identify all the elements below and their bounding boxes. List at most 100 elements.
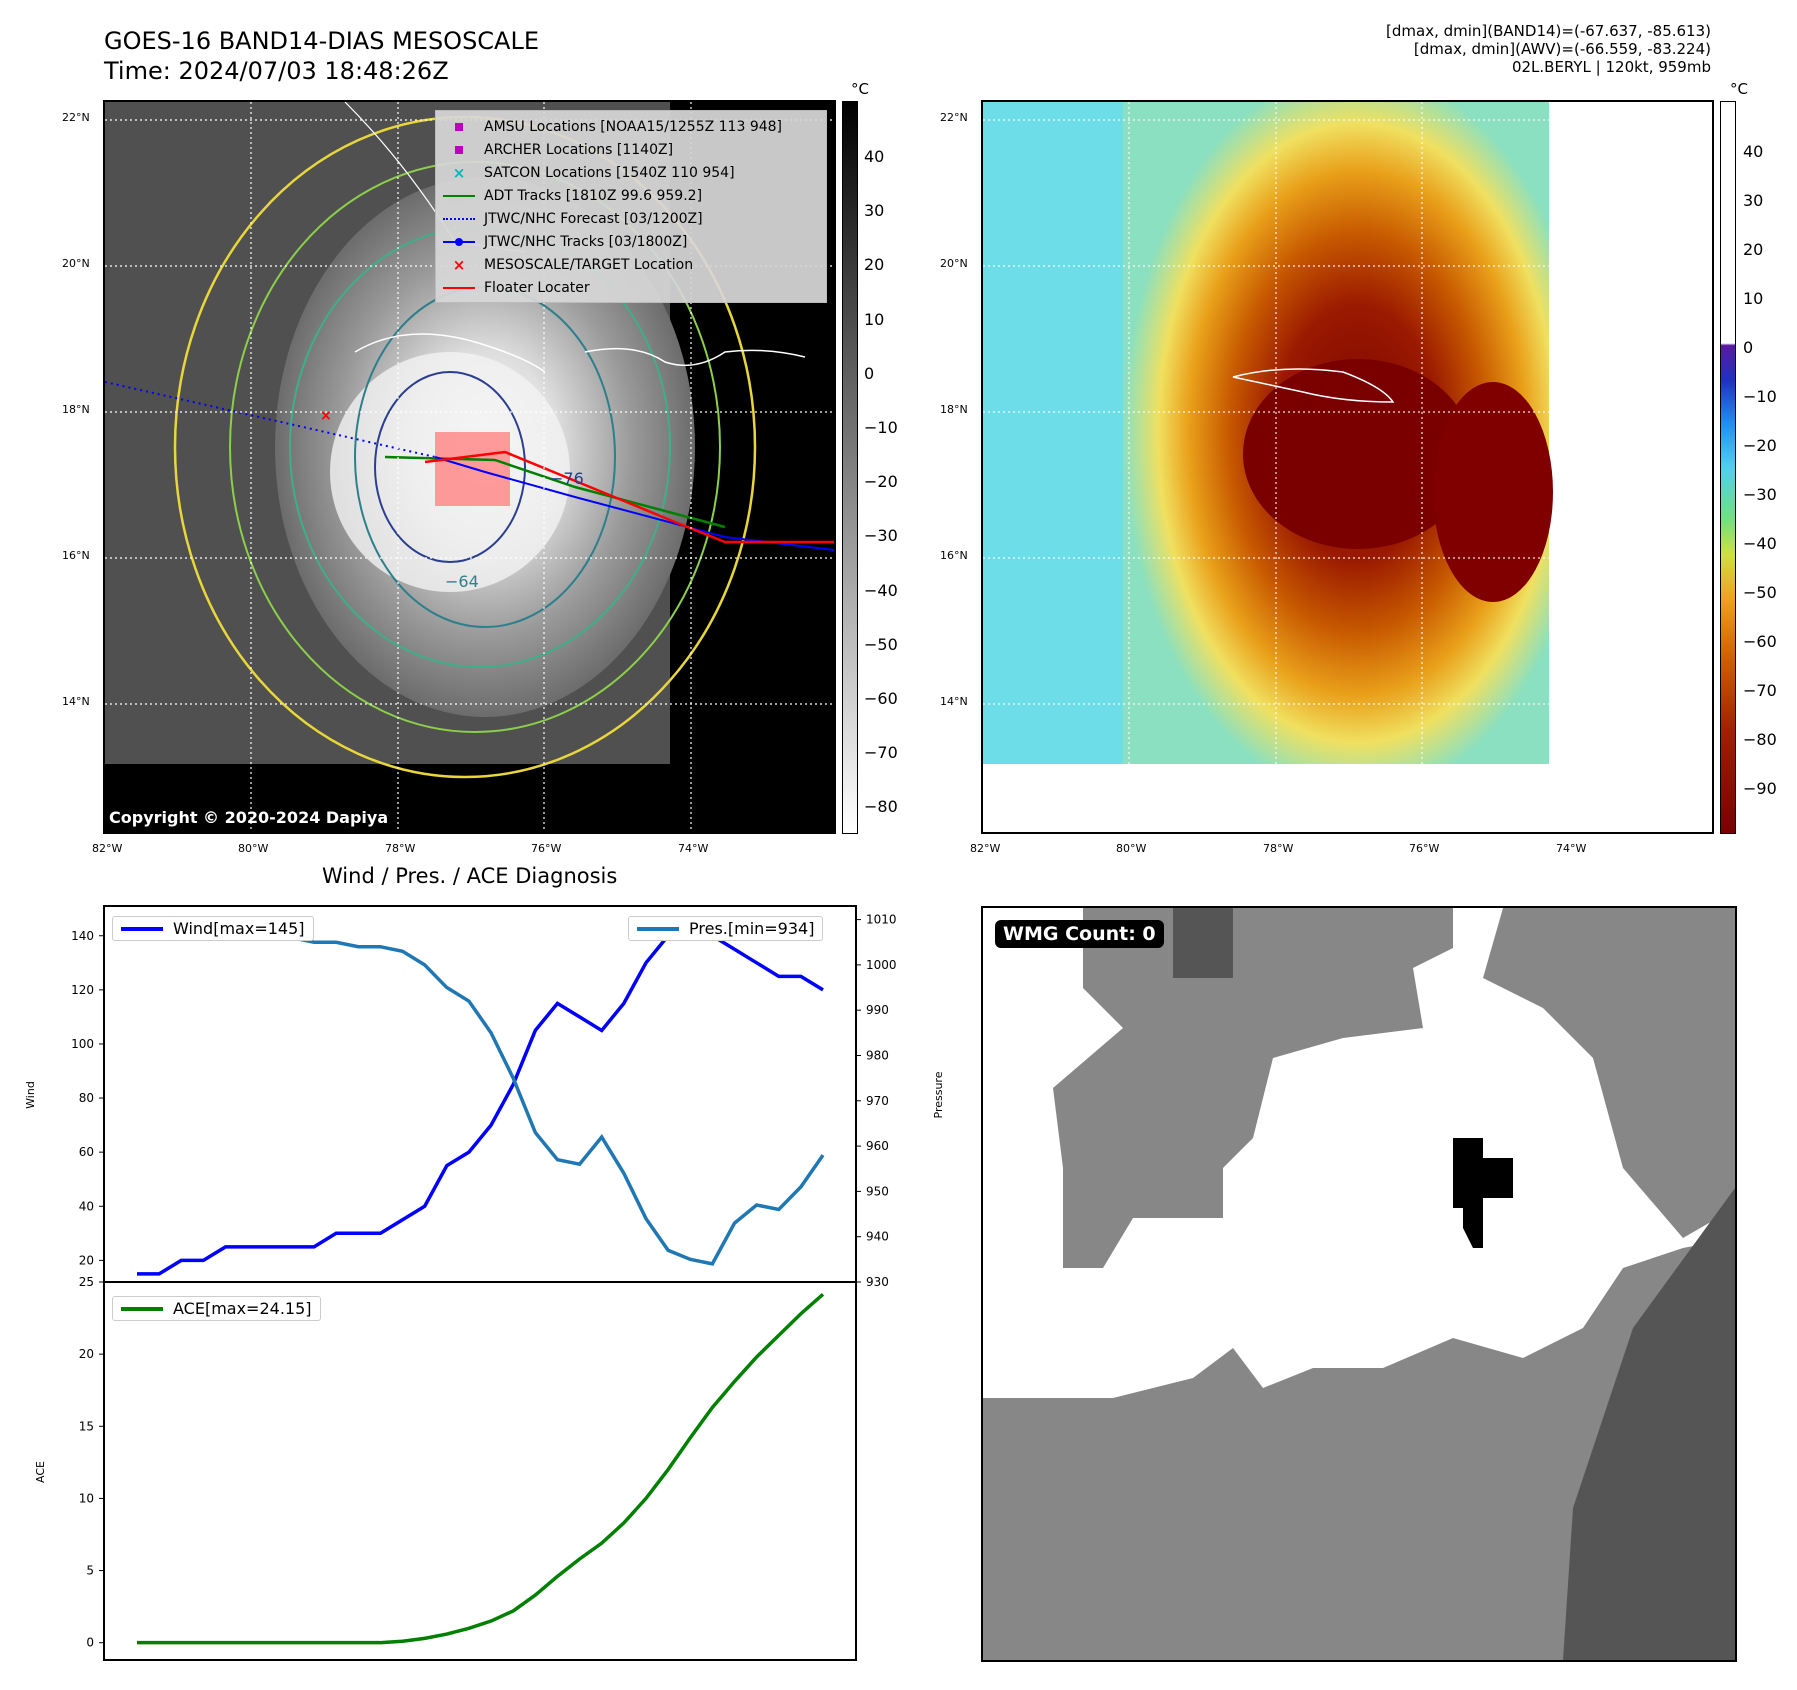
axis-tick-label: 1010: [866, 913, 897, 927]
map-tick-label: 82°W: [970, 842, 1001, 855]
map-tick-label: 80°W: [1116, 842, 1147, 855]
satellite-color-image: [983, 102, 1712, 832]
axis-tick-label: 1000: [866, 958, 897, 972]
contour-label-a: −76: [550, 469, 584, 488]
storm-info: [dmax, dmin](BAND14)=(-67.637, -85.613) …: [1386, 22, 1711, 76]
forecast-track: [105, 381, 436, 458]
axis-tick-label: 950: [866, 1184, 889, 1198]
ace-axis-label: ACE: [34, 1461, 47, 1483]
map-tick-label: 20°N: [62, 257, 90, 270]
info-line-3: 02L.BERYL | 120kt, 959mb: [1511, 58, 1711, 76]
axis-tick-label: 100: [71, 1037, 94, 1051]
axis-tick-label: 10: [79, 1491, 94, 1505]
wmg-panel: WMG Count: 0: [981, 906, 1737, 1662]
wmg-image: [983, 908, 1735, 1660]
colorbar-tick-label: 0: [864, 363, 875, 383]
pressure-legend-label: Pres.[min=934]: [689, 919, 815, 938]
axis-tick-label: 25: [79, 1275, 94, 1289]
map-legend-item: Floater Locater: [442, 276, 818, 299]
wind-ticks: 20 40 60 80 100 120 140: [71, 929, 104, 1267]
map-tick-label: 14°N: [62, 695, 90, 708]
diagnosis-title: Wind / Pres. / ACE Diagnosis: [322, 864, 618, 888]
colorbar-tick-label: 10: [864, 309, 885, 329]
colorbar-tick-label: 20: [1743, 240, 1764, 259]
map-legend-symbol: ×: [452, 163, 466, 182]
axis-tick-label: 940: [866, 1230, 889, 1244]
axis-tick-label: 930: [866, 1275, 889, 1289]
map-legend-item: AMSU Locations [NOAA15/1255Z 113 948]: [442, 115, 818, 138]
colorbar-tick-label: 40: [864, 147, 885, 166]
ace-axes: [103, 1281, 857, 1661]
axis-tick-label: 960: [866, 1139, 889, 1153]
colorbar-gray-unit: °C: [851, 80, 869, 98]
wind-axis-label: Wind: [24, 1081, 37, 1109]
axis-tick-label: 80: [79, 1091, 94, 1105]
map-tick-label: 16°N: [62, 549, 90, 562]
map-tick-label: 74°W: [678, 842, 709, 855]
satellite-map-color: [981, 100, 1714, 834]
axis-tick-label: 980: [866, 1048, 889, 1062]
colorbar-tick-label: −30: [1743, 485, 1777, 504]
satellite-map-ir: × −76 −64 AMSU Locations [NOAA15/1255Z 1…: [103, 100, 836, 834]
colorbar-tick-label: −80: [864, 797, 898, 817]
map-tick-label: 78°W: [1263, 842, 1294, 855]
map-legend-label: Floater Locater: [484, 279, 590, 296]
map-tick-label: 14°N: [940, 695, 968, 708]
map-legend-symbol: [442, 217, 476, 220]
map-tick-label: 78°W: [385, 842, 416, 855]
wmg-core: [1453, 1138, 1513, 1248]
colorbar-tick-label: −60: [1743, 632, 1777, 651]
axis-tick-label: 990: [866, 1003, 889, 1017]
colorbar-color: [1720, 101, 1736, 834]
colorbar-tick-label: −20: [864, 472, 898, 492]
axis-tick-label: 140: [71, 929, 94, 943]
copyright-label: Copyright © 2020-2024 Dapiya: [109, 808, 389, 827]
map-legend-symbol: [442, 237, 476, 246]
axis-tick-label: 15: [79, 1419, 94, 1433]
map-legend-symbol: [442, 286, 476, 289]
pressure-legend-swatch: [637, 926, 679, 931]
map-legend-symbol: ×: [452, 255, 466, 274]
colorbar-tick-label: −10: [864, 418, 898, 437]
colorbar-color-unit: °C: [1730, 80, 1748, 98]
axis-tick-label: 40: [79, 1199, 94, 1213]
axis-tick-label: 120: [71, 983, 94, 997]
pressure-legend: Pres.[min=934]: [628, 916, 824, 941]
target-marker: ×: [320, 408, 332, 424]
wind-legend-swatch: [121, 926, 163, 931]
wind-legend-label: Wind[max=145]: [173, 919, 305, 938]
colorbar-tick-label: −50: [1743, 583, 1777, 602]
colorbar-tick-label: 20: [864, 255, 885, 275]
map-legend-box: AMSU Locations [NOAA15/1255Z 113 948] ARC…: [435, 110, 827, 303]
title-line-2: Time: 2024/07/03 18:48:26Z: [104, 57, 449, 85]
map-tick-label: 80°W: [238, 842, 269, 855]
colorbar-tick-label: −70: [864, 743, 898, 763]
map-tick-label: 74°W: [1556, 842, 1587, 855]
wind-pres-axes: [103, 905, 857, 1283]
colorbar-tick-label: −30: [864, 526, 898, 546]
title-line-1: GOES-16 BAND14-DIAS MESOSCALE: [104, 27, 540, 55]
axis-tick-label: 20: [79, 1347, 94, 1361]
map-legend-label: ADT Tracks [1810Z 99.6 959.2]: [484, 187, 703, 204]
map-tick-label: 76°W: [531, 842, 562, 855]
map-tick-label: 16°N: [940, 549, 968, 562]
colorbar-tick-label: −60: [864, 689, 898, 708]
map-legend-label: SATCON Locations [1540Z 110 954]: [484, 164, 735, 181]
pressure-axis-label: Pressure: [932, 1071, 945, 1118]
ace-legend-label: ACE[max=24.15]: [173, 1299, 312, 1318]
map-legend-item: JTWC/NHC Tracks [03/1800Z]: [442, 230, 818, 253]
axis-tick-label: 60: [79, 1145, 94, 1159]
wind-legend: Wind[max=145]: [112, 916, 314, 941]
map-legend-symbol: [442, 194, 476, 197]
pressure-ticks: 930 940 950 960 970 980 990 1000 1010: [856, 913, 897, 1289]
map-tick-label: 76°W: [1409, 842, 1440, 855]
map-tick-label: 82°W: [92, 842, 123, 855]
ace-ticks: 0 5 10 15 20 25: [79, 1275, 104, 1650]
colorbar-tick-label: 30: [1743, 191, 1764, 210]
ace-series-line: [137, 1292, 825, 1645]
colorbar-tick-label: −50: [864, 634, 898, 654]
map-legend-symbol: [442, 145, 476, 154]
colorbar-tick-label: −90: [1743, 779, 1777, 798]
map-tick-label: 22°N: [940, 111, 968, 124]
map-legend-label: MESOSCALE/TARGET Location: [484, 256, 694, 273]
